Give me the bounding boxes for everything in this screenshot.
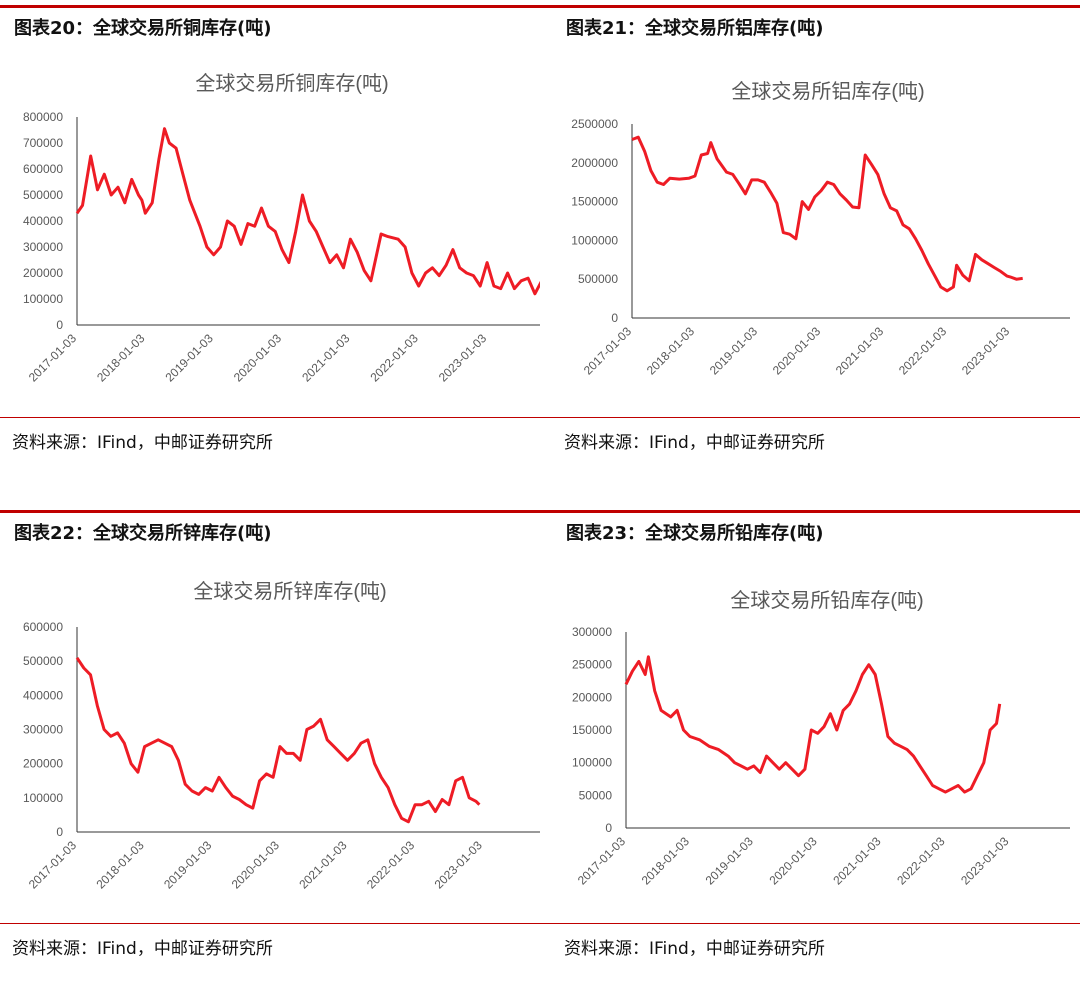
chart-title: 全球交易所锌库存(吨): [193, 580, 386, 603]
chart-panel-copper: 图表20：全球交易所铜库存(吨) 全球交易所铜库存(吨) 0 100000 20000…: [0, 0, 540, 486]
panel-divider-top: [0, 510, 540, 513]
y-tick-label: 500000: [23, 188, 63, 202]
y-tick-label: 0: [56, 318, 63, 332]
panel-divider-bottom: [0, 923, 540, 924]
y-tick-label: 100000: [23, 791, 63, 805]
y-tick-label: 400000: [23, 214, 63, 228]
chart-title: 全球交易所铜库存(吨): [195, 72, 388, 95]
y-tick-label: 300000: [572, 625, 612, 639]
y-tick-label: 2000000: [571, 156, 618, 170]
y-tick-label: 1500000: [571, 195, 618, 209]
source-note: 资料来源：IFind，中邮证券研究所: [564, 433, 825, 453]
x-tick-label: 2017-01-03: [26, 331, 80, 385]
panel-divider-top: [0, 5, 540, 8]
lead-inventory-chart: 全球交易所铅库存(吨) 0 50000 100000 150000 200000 25000…: [572, 589, 1070, 888]
x-tick-label: 2020-01-03: [770, 324, 824, 378]
inventory-series-line: [75, 656, 481, 824]
y-tick-label: 600000: [23, 620, 63, 634]
aluminum-inventory-chart: 全球交易所铝库存(吨) 0 500000 1000000 1500000 2000000 2…: [571, 80, 1070, 378]
x-tick-label: 2023-01-03: [959, 324, 1013, 378]
y-tick-label: 200000: [23, 266, 63, 280]
inventory-series-line: [631, 135, 1023, 293]
x-tick-label: 2020-01-03: [229, 838, 283, 892]
y-tick-label: 250000: [572, 658, 612, 672]
y-tick-label: 500000: [578, 272, 618, 286]
x-tick-label: 2023-01-03: [432, 838, 486, 892]
y-tick-label: 400000: [23, 688, 63, 702]
panel-divider-top: [540, 5, 1080, 8]
y-tick-label: 800000: [23, 110, 63, 124]
y-tick-label: 1000000: [571, 233, 618, 247]
x-tick-label: 2019-01-03: [163, 331, 217, 385]
source-note: 资料来源：IFind，中邮证券研究所: [12, 939, 273, 959]
source-note: 资料来源：IFind，中邮证券研究所: [564, 939, 825, 959]
x-tick-label: 2023-01-03: [958, 834, 1012, 888]
panel-divider-top: [540, 510, 1080, 513]
x-tick-label: 2021-01-03: [830, 834, 884, 888]
x-tick-label: 2022-01-03: [368, 331, 422, 385]
chart-title: 全球交易所铅库存(吨): [730, 589, 923, 612]
panel-title: 图表20：全球交易所铜库存(吨): [14, 18, 272, 39]
y-tick-label: 0: [56, 825, 63, 839]
zinc-inventory-chart: 全球交易所锌库存(吨) 0 100000 200000 300000 400000 5000…: [23, 580, 540, 892]
y-tick-label: 2500000: [571, 117, 618, 131]
chart-panel-lead: 图表23：全球交易所铅库存(吨) 全球交易所铅库存(吨) 0 50000 100000…: [540, 505, 1080, 991]
y-tick-label: 300000: [23, 723, 63, 737]
source-note: 资料来源：IFind，中邮证券研究所: [12, 433, 273, 453]
chart-panel-zinc: 图表22：全球交易所锌库存(吨) 全球交易所锌库存(吨) 0 100000 20000…: [0, 505, 540, 991]
x-tick-label: 2020-01-03: [231, 331, 285, 385]
x-tick-label: 2022-01-03: [896, 324, 950, 378]
y-tick-label: 0: [605, 821, 612, 835]
y-tick-label: 600000: [23, 162, 63, 176]
panel-divider-bottom: [0, 417, 540, 418]
chart-title: 全球交易所铝库存(吨): [731, 80, 924, 103]
chart-panel-aluminum: 图表21：全球交易所铝库存(吨) 全球交易所铝库存(吨) 0 500000 10000…: [540, 0, 1080, 486]
x-tick-label: 2022-01-03: [894, 834, 948, 888]
x-tick-label: 2019-01-03: [707, 324, 761, 378]
y-tick-label: 300000: [23, 240, 63, 254]
x-tick-label: 2023-01-03: [436, 331, 490, 385]
panel-divider-bottom: [540, 923, 1080, 924]
x-tick-label: 2021-01-03: [833, 324, 887, 378]
copper-inventory-chart: 全球交易所铜库存(吨) 0 100000 200000 300000 400000 5000…: [23, 72, 540, 385]
x-tick-label: 2018-01-03: [94, 331, 148, 385]
y-tick-label: 700000: [23, 136, 63, 150]
x-tick-label: 2021-01-03: [296, 838, 350, 892]
x-tick-label: 2018-01-03: [644, 324, 698, 378]
x-tick-label: 2017-01-03: [581, 324, 635, 378]
x-tick-label: 2017-01-03: [575, 834, 629, 888]
inventory-series-line: [75, 127, 540, 296]
x-tick-label: 2021-01-03: [299, 331, 353, 385]
y-tick-label: 100000: [572, 756, 612, 770]
x-tick-label: 2017-01-03: [26, 838, 80, 892]
x-tick-label: 2022-01-03: [364, 838, 418, 892]
x-tick-label: 2018-01-03: [639, 834, 693, 888]
x-tick-label: 2019-01-03: [703, 834, 757, 888]
panel-divider-bottom: [540, 417, 1080, 418]
panel-title: 图表22：全球交易所锌库存(吨): [14, 523, 272, 544]
panel-title: 图表21：全球交易所铝库存(吨): [566, 18, 824, 39]
y-tick-label: 150000: [572, 723, 612, 737]
x-tick-label: 2019-01-03: [161, 838, 215, 892]
inventory-series-line: [624, 655, 1002, 794]
y-tick-label: 200000: [23, 757, 63, 771]
x-tick-label: 2020-01-03: [766, 834, 820, 888]
panel-title: 图表23：全球交易所铅库存(吨): [566, 523, 824, 544]
y-tick-label: 0: [611, 311, 618, 325]
y-tick-label: 50000: [579, 788, 613, 802]
y-tick-label: 200000: [572, 690, 612, 704]
x-tick-label: 2018-01-03: [93, 838, 147, 892]
y-tick-label: 100000: [23, 292, 63, 306]
y-tick-label: 500000: [23, 654, 63, 668]
